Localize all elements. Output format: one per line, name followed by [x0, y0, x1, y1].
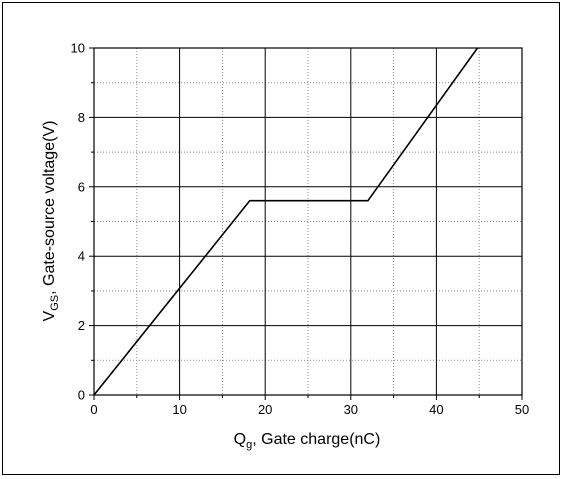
x-tick-label: 50: [515, 402, 529, 417]
y-tick-label: 8: [78, 110, 85, 125]
y-tick-label: 4: [78, 249, 85, 264]
x-tick-label: 0: [90, 402, 97, 417]
axis-ticks: [89, 47, 523, 400]
x-tick-label: 20: [258, 402, 272, 417]
series-line: [93, 47, 479, 396]
major-grid: [94, 48, 522, 395]
x-axis-label: Qg, Gate charge(nC): [234, 431, 381, 451]
y-tick-label: 10: [71, 41, 85, 56]
y-tick-label: 6: [78, 179, 85, 194]
y-axis-label: VGS, Gate-source voltage(V): [41, 121, 61, 322]
chart-frame: [2, 2, 560, 475]
y-tick-label: 2: [78, 318, 85, 333]
minor-grid: [94, 48, 522, 395]
x-tick-label: 10: [172, 402, 186, 417]
x-tick-label: 30: [344, 402, 358, 417]
series-group: [93, 47, 479, 396]
y-tick-label: 0: [78, 388, 85, 403]
x-tick-label: 40: [429, 402, 443, 417]
tick-labels: 0 10 20 30 40 50 0 2 4 6 8 10: [71, 41, 530, 418]
